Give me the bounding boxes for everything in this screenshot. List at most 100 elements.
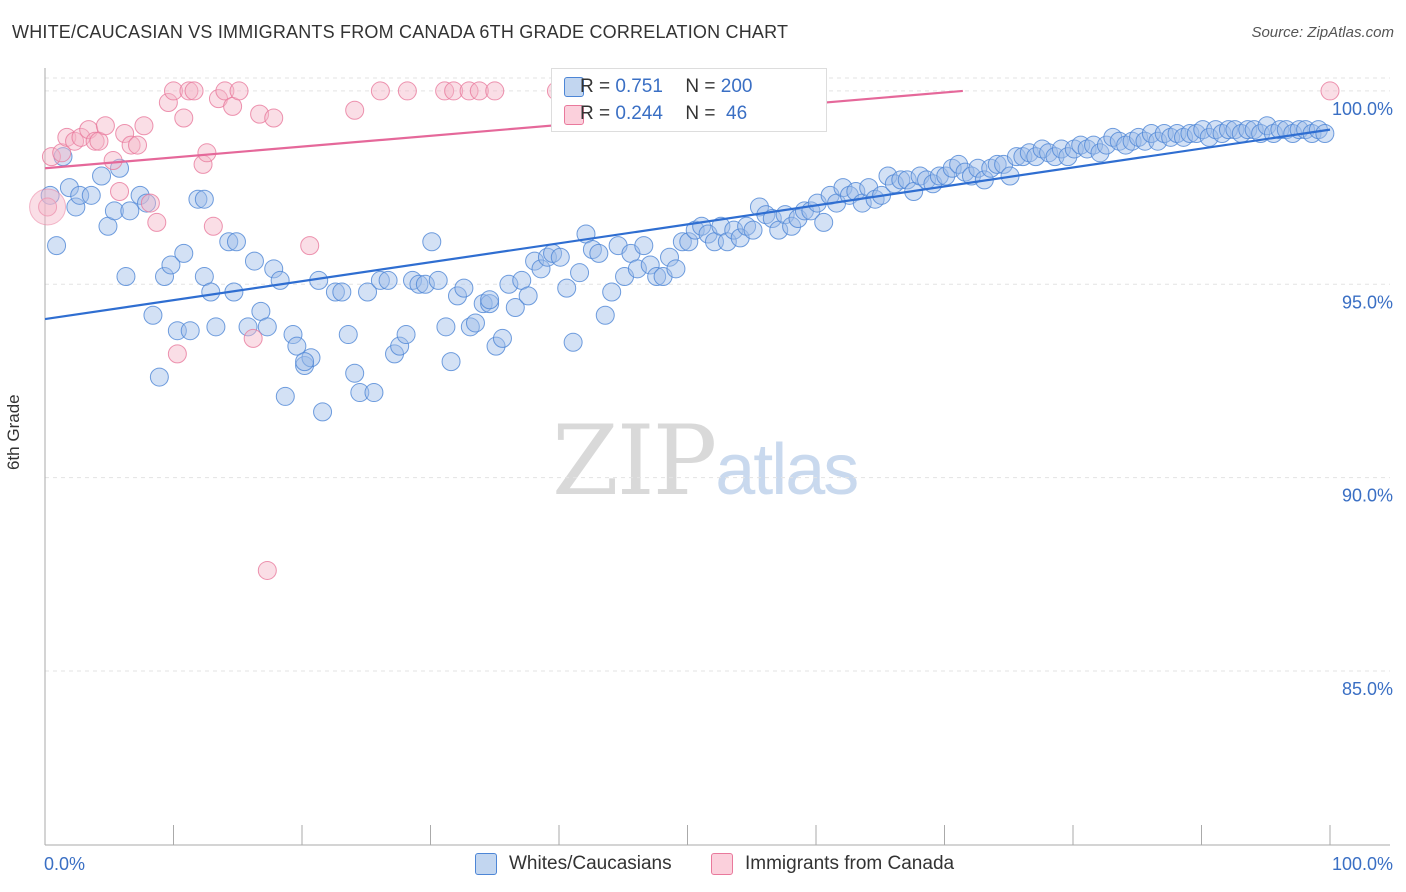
point-canada: [1320, 81, 1340, 101]
point-whites: [161, 255, 181, 275]
point-whites: [378, 270, 398, 290]
point-whites: [1058, 147, 1078, 167]
point-whites: [1096, 135, 1116, 155]
point-canada: [184, 81, 204, 101]
point-whites: [897, 170, 917, 190]
point-whites: [782, 216, 802, 236]
point-canada: [264, 108, 284, 128]
bottom-legend-label-whites: Whites/Caucasians: [509, 853, 672, 874]
point-whites: [1218, 120, 1238, 140]
point-canada: [469, 81, 489, 101]
bottom-legend-swatch-whites: [475, 853, 497, 875]
n-label: N =: [685, 103, 721, 124]
point-whites: [460, 317, 480, 337]
point-whites: [174, 243, 194, 263]
bottom-legend-whites: Whites/Caucasians: [475, 852, 672, 876]
point-whites: [409, 274, 429, 294]
point-whites: [724, 220, 744, 240]
point-whites: [878, 166, 898, 186]
point-whites: [499, 274, 519, 294]
point-canada: [215, 81, 235, 101]
point-canada: [485, 81, 505, 101]
point-whites: [201, 282, 221, 302]
tick-labels: 85.0% 90.0% 95.0% 100.0% 0.0% 100.0%: [44, 99, 1393, 874]
point-whites: [350, 383, 370, 403]
point-whites: [961, 166, 981, 186]
y-axis-label: 6th Grade: [4, 394, 23, 470]
point-whites: [238, 317, 258, 337]
point-whites: [264, 259, 284, 279]
point-whites: [283, 325, 303, 345]
point-whites: [480, 294, 500, 314]
bottom-legend-label-canada: Immigrants from Canada: [745, 853, 955, 874]
point-canada: [179, 81, 199, 101]
point-whites: [226, 232, 246, 252]
point-whites: [59, 178, 79, 198]
point-whites: [1238, 120, 1258, 140]
point-whites: [550, 247, 570, 267]
point-whites: [557, 278, 577, 298]
point-whites: [332, 282, 352, 302]
r-value-canada: 0.244: [615, 103, 663, 124]
point-whites: [762, 209, 782, 229]
stats-legend: R = 0.751 N = 200 R = 0.244 N = 46: [551, 68, 827, 132]
point-whites: [370, 270, 390, 290]
watermark: ZIPatlas: [552, 405, 859, 517]
point-whites: [1315, 123, 1335, 143]
point-whites: [325, 282, 345, 302]
grid-lines: [45, 77, 1390, 672]
point-whites: [104, 201, 124, 221]
point-whites: [364, 383, 384, 403]
point-whites: [672, 232, 692, 252]
point-canada: [71, 127, 91, 147]
chart-title: WHITE/CAUCASIAN VS IMMIGRANTS FROM CANAD…: [12, 22, 789, 42]
point-whites: [1026, 147, 1046, 167]
point-whites: [390, 336, 410, 356]
point-whites: [987, 154, 1007, 174]
point-canada: [140, 193, 160, 213]
point-whites: [415, 274, 435, 294]
point-canada: [103, 151, 123, 171]
point-whites: [749, 197, 769, 217]
point-whites: [454, 278, 474, 298]
point-whites: [465, 313, 485, 333]
point-whites: [570, 263, 590, 283]
point-whites: [244, 251, 264, 271]
point-whites: [66, 197, 86, 217]
r-label: R =: [580, 76, 616, 97]
point-whites: [525, 251, 545, 271]
point-whites: [358, 282, 378, 302]
point-whites: [589, 243, 609, 263]
point-whites: [1180, 123, 1200, 143]
point-whites: [949, 154, 969, 174]
point-whites: [486, 336, 506, 356]
point-whites: [1006, 147, 1026, 167]
point-whites: [436, 317, 456, 337]
point-canada: [300, 236, 320, 256]
point-canada: [174, 108, 194, 128]
point-whites: [92, 166, 112, 186]
point-whites: [116, 267, 136, 287]
bottom-legend-swatch-canada: [711, 853, 733, 875]
point-whites: [891, 170, 911, 190]
point-whites: [194, 189, 214, 209]
point-whites: [679, 232, 699, 252]
point-whites: [188, 189, 208, 209]
point-whites: [595, 305, 615, 325]
point-whites: [275, 386, 295, 406]
x-tick-label-min: 0.0%: [44, 854, 85, 874]
point-whites: [518, 286, 538, 306]
point-canada: [95, 116, 115, 136]
point-whites: [505, 297, 525, 317]
trend-line-whites: [44, 128, 1331, 321]
point-whites: [143, 305, 163, 325]
point-canada: [121, 135, 141, 155]
point-whites: [396, 325, 416, 345]
point-whites: [717, 232, 737, 252]
y-tick-label: 100.0%: [1332, 99, 1393, 119]
point-whites: [149, 367, 169, 387]
point-whites: [345, 363, 365, 383]
point-whites: [1090, 143, 1110, 163]
point-whites: [110, 158, 130, 178]
point-whites: [70, 185, 90, 205]
